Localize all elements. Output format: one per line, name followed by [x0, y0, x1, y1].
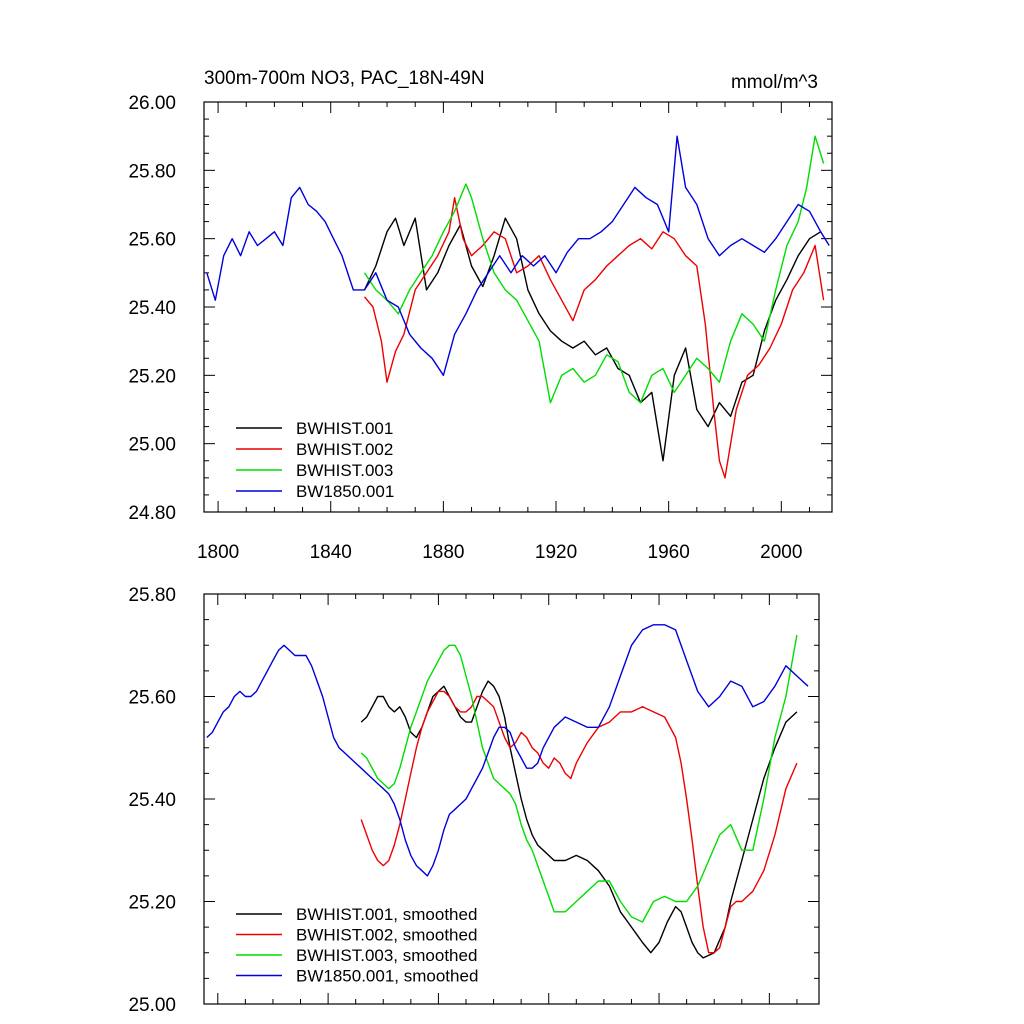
- bottom-ytick-label: 25.80: [128, 585, 176, 606]
- bottom-plot-area: 25.00 25.20 25.40 25.60 25.80: [128, 585, 819, 1016]
- top-ytick-label: 25.60: [128, 230, 176, 251]
- bottom-ytick-label: 25.00: [128, 995, 176, 1016]
- bottom-series-line-1: [360, 690, 798, 954]
- top-xtick-label: 1920: [535, 542, 577, 563]
- top-chart-units: mmol/m^3: [731, 72, 818, 93]
- top-chart-title: 300m-700m NO3, PAC_18N-49N: [204, 68, 485, 89]
- top-legend-label: BWHIST.001: [296, 419, 393, 438]
- top-legend-label: BWHIST.003: [296, 461, 393, 480]
- bottom-legend-label: BWHIST.001, smoothed: [296, 905, 477, 924]
- top-xtick-label: 1880: [422, 542, 464, 563]
- top-xtick-label: 1800: [197, 542, 239, 563]
- bottom-series-line-3: [206, 624, 809, 877]
- top-ytick-label: 25.80: [128, 161, 176, 182]
- top-plot-area: 24.80 25.00 25.20 25.40 25.60 25.80 26.00 1800 1…: [128, 93, 832, 563]
- bottom-ytick-label: 25.20: [128, 893, 176, 914]
- bottom-series-line-0: [360, 680, 798, 959]
- bottom-legend: BWHIST.001, smoothed BWHIST.002, smoothed…: [236, 905, 478, 986]
- top-series-line-0: [363, 217, 822, 462]
- bottom-plot-frame: [203, 593, 820, 1005]
- top-ytick-label: 25.40: [128, 298, 176, 319]
- top-xtick-label: 1840: [310, 542, 352, 563]
- top-series-line-3: [206, 135, 830, 376]
- top-ytick-label: 25.20: [128, 366, 176, 387]
- top-plot-frame: [203, 101, 833, 513]
- bottom-ytick-label: 25.60: [128, 688, 176, 709]
- top-series-line-2: [363, 135, 825, 404]
- top-ytick-label: 24.80: [128, 503, 176, 524]
- bottom-legend-label: BW1850.001, smoothed: [296, 967, 478, 986]
- bottom-legend-label: BWHIST.003, smoothed: [296, 946, 477, 965]
- top-legend-label: BW1850.001: [296, 482, 394, 501]
- top-series-line-1: [363, 196, 825, 479]
- bottom-series-line-2: [360, 634, 798, 923]
- top-xtick-label: 2000: [760, 542, 802, 563]
- bottom-legend-label: BWHIST.002, smoothed: [296, 926, 477, 945]
- top-xtick-label: 1960: [648, 542, 690, 563]
- bottom-ytick-label: 25.40: [128, 790, 176, 811]
- top-panel: 300m-700m NO3, PAC_18N-49N mmol/m^3 24.8…: [128, 68, 833, 563]
- top-ytick-label: 26.00: [128, 93, 176, 114]
- bottom-panel: 25.00 25.20 25.40 25.60 25.80 BWHIST.001, sm…: [128, 585, 820, 1016]
- top-ytick-label: 25.00: [128, 435, 176, 456]
- top-legend: BWHIST.001 BWHIST.002 BWHIST.003 BW1850.001: [236, 419, 394, 501]
- top-legend-label: BWHIST.002: [296, 440, 393, 459]
